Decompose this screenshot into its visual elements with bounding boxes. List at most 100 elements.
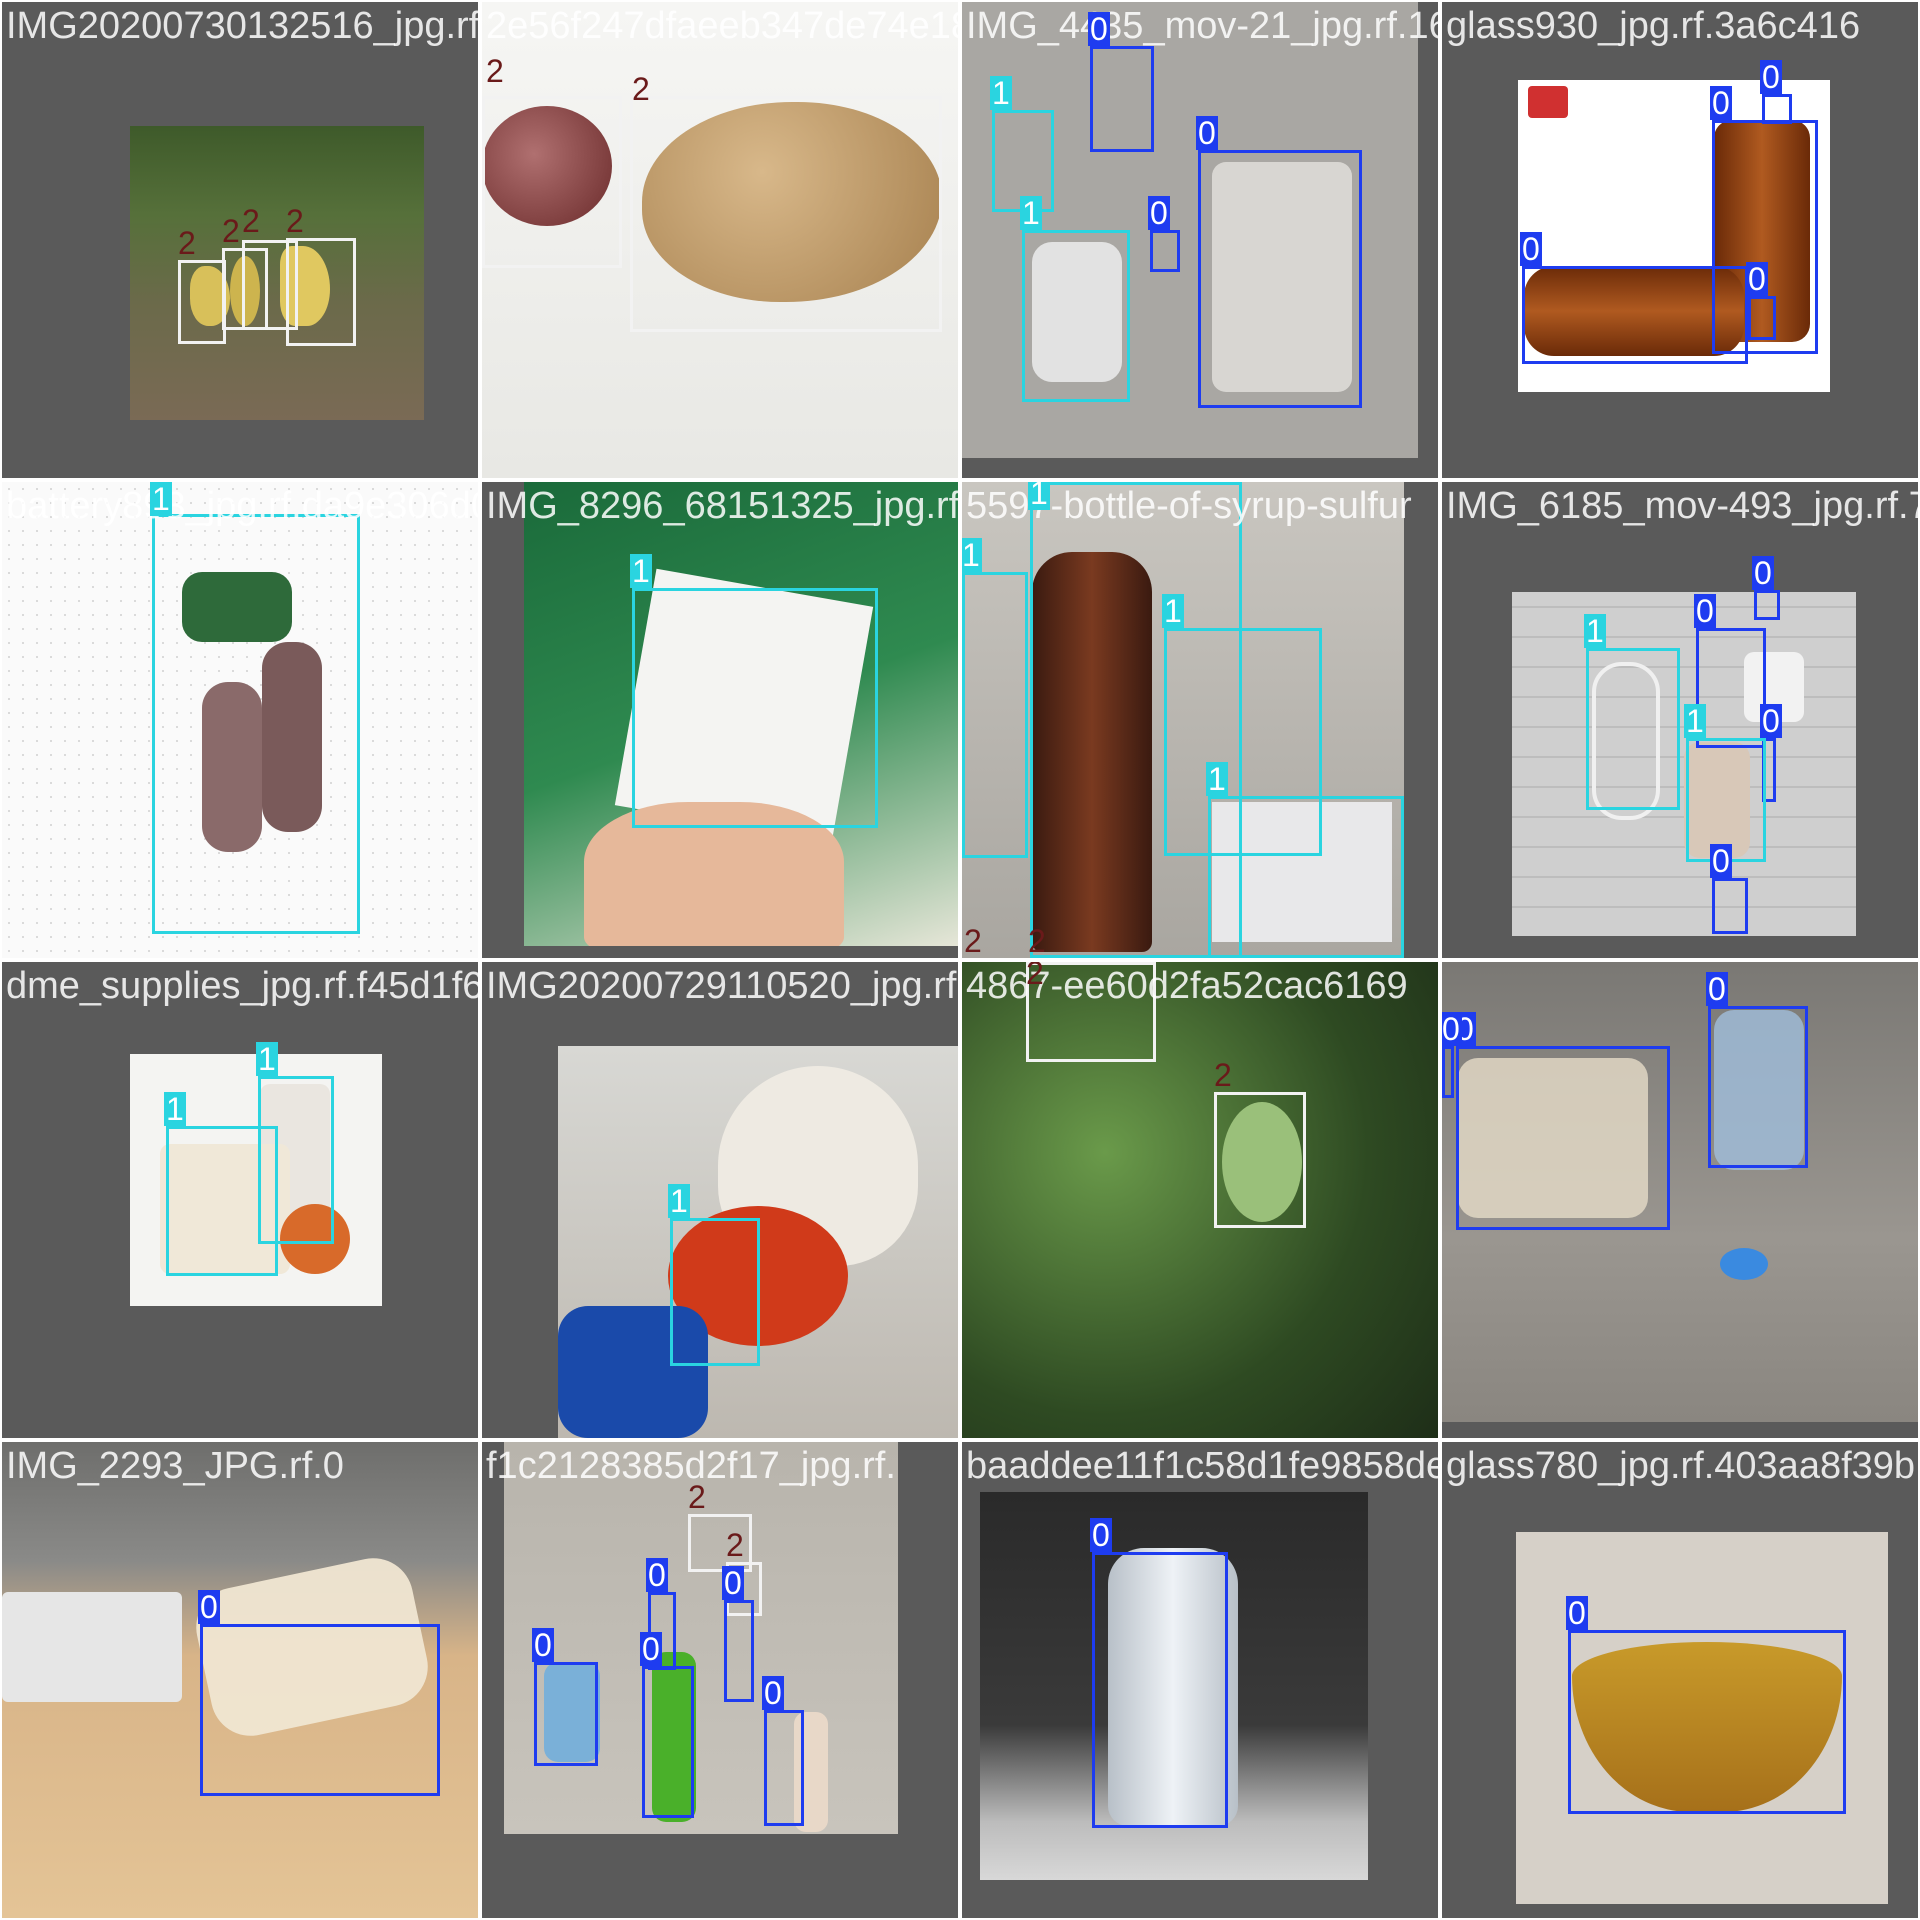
detection-label: 0 [1760,703,1782,739]
photo-pill-pile [962,482,1404,958]
detection-label: 0 [532,1627,554,1663]
amber-bottle-shape [1524,266,1744,356]
detection-label: 0 [722,1565,744,1601]
detection-label: 0 [646,1557,668,1593]
photo-white-table [482,2,958,478]
detection-label: 0 [640,1631,662,1667]
detection-box [642,1666,694,1818]
detection-label: 1 [1206,761,1228,797]
detection-label: 2 [1026,962,1044,991]
detection-box [764,1710,804,1826]
food-box-shape [1212,162,1352,392]
detection-box [1150,230,1180,272]
detection-label: 2 [964,923,982,958]
detection-box [258,1076,334,1244]
detection-label: 1 [990,75,1012,111]
detection-label: 1 [1020,195,1042,231]
tile-filename: IMG_2293_JPG.rf.0 [6,1445,344,1487]
detection-box [632,588,878,828]
detection-box [1708,1006,1808,1168]
photo-tabletop [558,1046,958,1438]
tile-battery-pile: 1 battery893_jpg.rf.da9e306d0 [2,482,478,958]
gauze-shape [160,1144,290,1274]
tile-filename: IMG_8296_68151325_jpg.rf. [486,485,958,527]
tape-shape [280,1204,350,1274]
plastic-bag-shape [1684,742,1750,858]
tile-filename: 2e56f247dfaeeb347de74e189c72 [486,5,958,47]
photo-green-poster [524,482,958,946]
green-bottle-shape [652,1652,696,1822]
banana-peel-shape [230,256,260,326]
detection-box [1198,150,1362,408]
detection-label: 0 [1694,593,1716,629]
photo-dark-surface [980,1492,1368,1880]
photo-speckled-white [2,482,478,958]
detection-label: 0 [198,1589,220,1625]
detection-label: 1 [962,537,982,573]
pill-strip-shape [1212,802,1392,942]
tile-filename: 4867-ee60d2fa52cac6169 [966,965,1408,1007]
detection-label: 2 [222,213,240,249]
tile-jars-pavement: 0 0 0 [1442,962,1918,1438]
tile-filename: IMG_4435_mov-21_jpg.rf.169 [966,5,1438,47]
tile-water-bottle: 0 baaddee11f1c58d1fe9858deea [962,1442,1438,1918]
logo-mark [1528,86,1568,118]
battery-shape [182,572,292,642]
detection-label: 2 [242,203,260,239]
detection-label: 1 [164,1091,186,1127]
detection-box [1208,796,1404,958]
tile-medical-supplies: 1 1 dme_supplies_jpg.rf.f45d1f6 [2,962,478,1438]
photo-desk [2,1442,478,1918]
detection-label: 0 [1090,1517,1112,1553]
tile-gloved-syringe: 1 IMG20200729110520_jpg.rf. [482,962,958,1438]
detection-label: 1 [150,482,172,517]
detection-label: 1 [630,553,652,589]
photo-white-backdrop [130,1054,382,1306]
photo-beige-backdrop [1516,1532,1888,1904]
tile-filename: f1c2128385d2f17_jpg.rf. [486,1445,896,1487]
bottle-shape [544,1662,600,1762]
detection-box [670,1218,760,1366]
detection-box [1456,1046,1670,1230]
detection-label: 2 [726,1527,744,1563]
detection-box [1754,590,1780,620]
tile-filename: IMG20200730132516_jpg.rf. [6,5,478,47]
detection-box [152,514,360,934]
detection-box [1712,878,1748,934]
syrup-bottle-shape [1032,552,1152,952]
detection-label: 1 [256,1041,278,1077]
tile-filename: glass930_jpg.rf.3a6c416 [1446,5,1861,47]
blue-lid-shape [1720,1248,1768,1280]
detection-label: 1 [1584,613,1606,649]
tile-filename: dme_supplies_jpg.rf.f45d1f6 [6,965,478,1007]
leaf-shape [1222,1102,1302,1222]
detection-label: 0 [1442,1011,1462,1047]
blue-bag-shape [558,1306,708,1438]
detection-box [1030,482,1242,958]
tile-filename: IMG_6185_mov-493_jpg.rf.7 [1446,485,1918,527]
detection-label: 0 [1706,971,1728,1007]
detection-box [286,238,356,346]
detection-box [1522,266,1748,364]
detection-box [178,260,226,344]
tissue-shape [1032,242,1122,382]
detection-label: 2 [286,203,304,239]
plastic-bottle-shape [1108,1548,1238,1826]
detection-box [688,1514,752,1572]
battery-shape [262,642,322,832]
tile-filename: baaddee11f1c58d1fe9858deea [966,1445,1438,1487]
detection-label: 2 [486,53,504,89]
tile-hand-packet: 1 IMG_8296_68151325_jpg.rf. [482,482,958,958]
detection-box [166,1126,278,1276]
tile-desk-bottle: 0 IMG_2293_JPG.rf.0 [2,1442,478,1918]
detection-label: 1 [668,1183,690,1219]
onion-shape [482,106,612,226]
detection-box [724,1600,754,1702]
detection-label: 0 [1710,85,1732,121]
detection-box [242,240,298,330]
tile-amber-bowl: 0 glass780_jpg.rf.403aa8f39b [1442,1442,1918,1918]
detection-box [200,1624,440,1796]
detection-box [1090,46,1154,152]
tile-syrup-pills: 1 1 1 1 2 2 5597-bottle-of-syrup-sulfur [962,482,1438,958]
